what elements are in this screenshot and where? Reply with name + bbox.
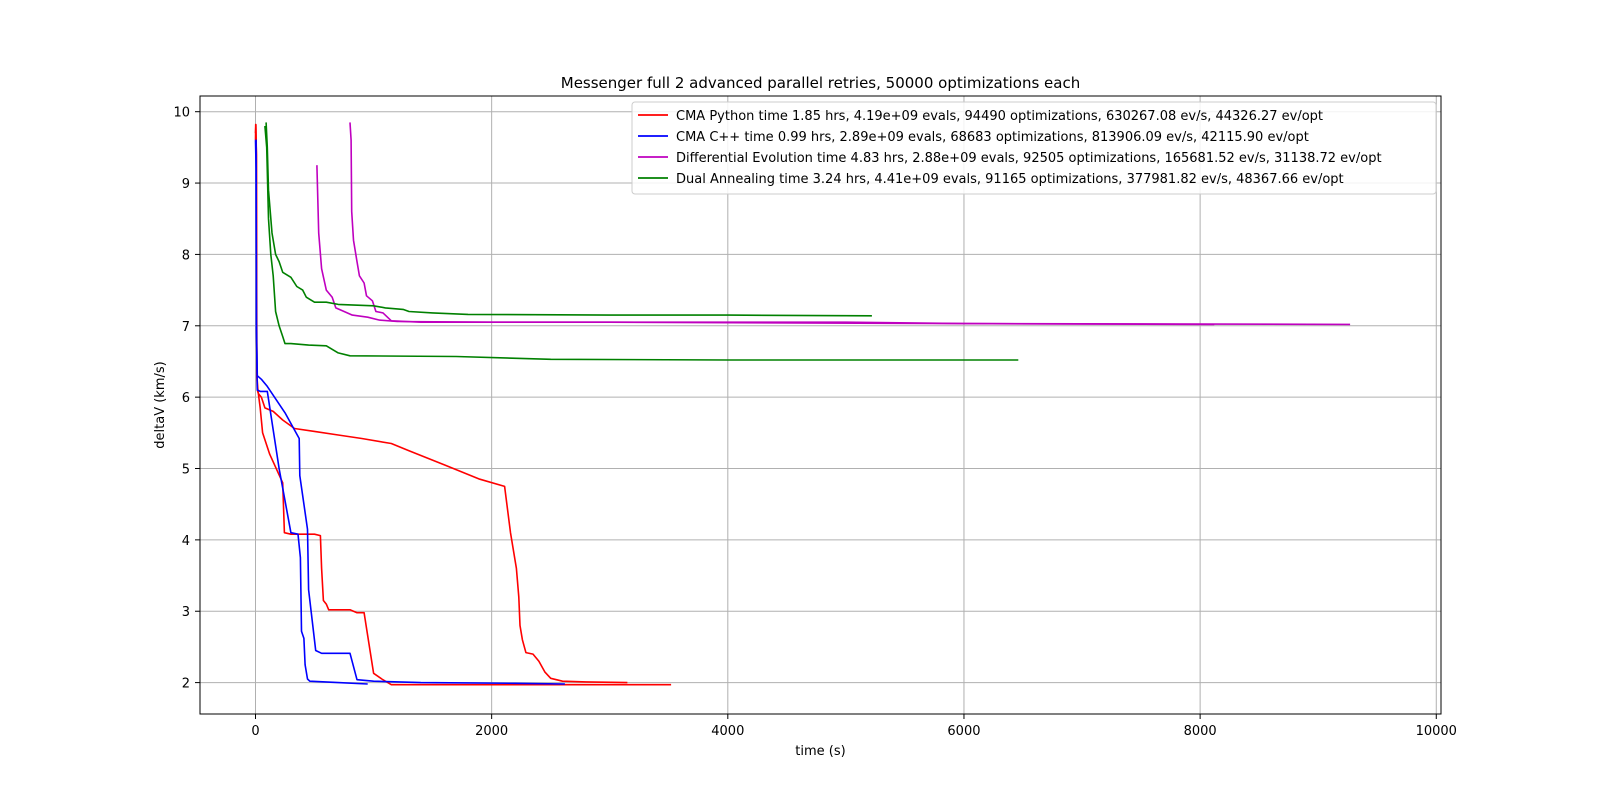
series-line-4-run-2 [264, 125, 1019, 361]
legend-entry: Differential Evolution time 4.83 hrs, 2.… [676, 151, 1382, 166]
legend: CMA Python time 1.85 hrs, 4.19e+09 evals… [631, 101, 1437, 195]
y-tick-label: 8 [182, 248, 190, 263]
y-tick-label: 6 [182, 391, 190, 406]
legend-box [631, 101, 1437, 195]
series-line-4-run-1 [265, 122, 872, 317]
series-line-2-run-2 [254, 140, 565, 685]
series-line-1-run-2 [254, 123, 672, 686]
y-tick-label: 10 [173, 106, 190, 121]
legend-entry: CMA Python time 1.85 hrs, 4.19e+09 evals… [676, 109, 1323, 124]
x-tick-label: 8000 [1184, 724, 1217, 739]
plot-frame [199, 95, 1442, 715]
chart-title: Messenger full 2 advanced parallel retri… [561, 74, 1080, 92]
y-tick-label: 3 [182, 605, 190, 620]
y-tick-label: 9 [182, 177, 190, 192]
y-axis-label: deltaV (km/s) [153, 361, 168, 448]
series-line-3-run-2 [349, 122, 1215, 326]
axis-ticks: 0 2000 4000 6000 8000 10000 2 3 4 5 6 7 8 9 10 [173, 106, 1457, 739]
legend-entry: CMA C++ time 0.99 hrs, 2.89e+09 evals, 6… [676, 130, 1309, 145]
x-axis-label: time (s) [795, 744, 845, 759]
y-tick-label: 7 [182, 320, 190, 335]
y-tick-label: 5 [182, 463, 190, 478]
plot-lines [254, 122, 1351, 686]
y-tick-label: 4 [182, 534, 190, 549]
legend-entry: Dual Annealing time 3.24 hrs, 4.41e+09 e… [676, 172, 1344, 187]
y-tick-label: 2 [182, 677, 190, 692]
x-tick-label: 2000 [475, 724, 508, 739]
x-tick-label: 6000 [947, 724, 980, 739]
x-tick-label: 10000 [1416, 724, 1457, 739]
x-tick-label: 4000 [711, 724, 744, 739]
x-tick-label: 0 [251, 724, 259, 739]
